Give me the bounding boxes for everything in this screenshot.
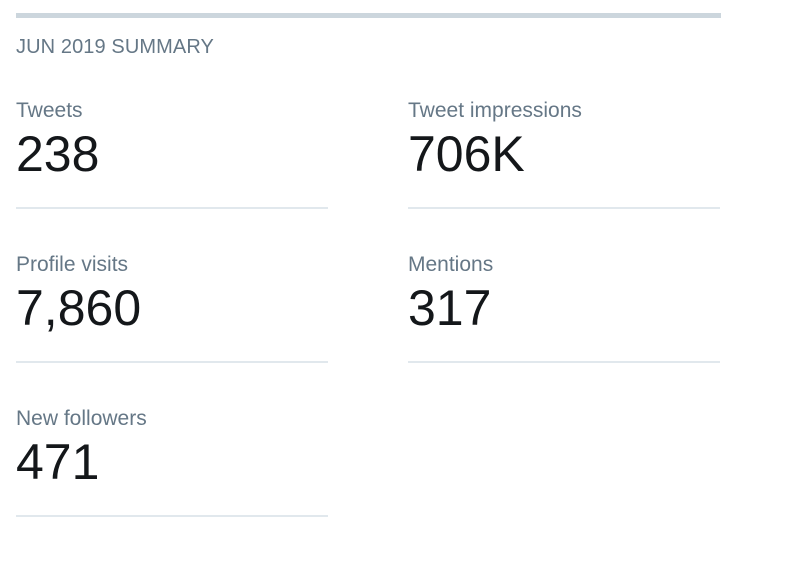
metric-new-followers: New followers 471 <box>16 407 328 527</box>
metric-divider <box>16 515 328 517</box>
metric-label: New followers <box>16 407 147 430</box>
metric-value: 238 <box>16 126 100 182</box>
metric-mentions: Mentions 317 <box>408 253 720 373</box>
metric-divider <box>408 207 720 209</box>
metric-divider <box>16 207 328 209</box>
metric-label: Tweets <box>16 99 83 122</box>
metric-value: 706K <box>408 126 525 182</box>
metric-label: Tweet impressions <box>408 99 582 122</box>
metric-divider <box>16 361 328 363</box>
metric-value: 317 <box>408 280 492 336</box>
metric-divider <box>408 361 720 363</box>
summary-title: JUN 2019 SUMMARY <box>16 36 214 58</box>
metric-value: 471 <box>16 434 100 490</box>
metric-value: 7,860 <box>16 280 142 336</box>
metric-tweets: Tweets 238 <box>16 99 328 219</box>
summary-top-bar <box>16 13 721 18</box>
metric-label: Profile visits <box>16 253 129 276</box>
metric-profile-visits: Profile visits 7,860 <box>16 253 328 373</box>
metric-label: Mentions <box>408 253 494 276</box>
metric-tweet-impressions: Tweet impressions 706K <box>408 99 720 219</box>
